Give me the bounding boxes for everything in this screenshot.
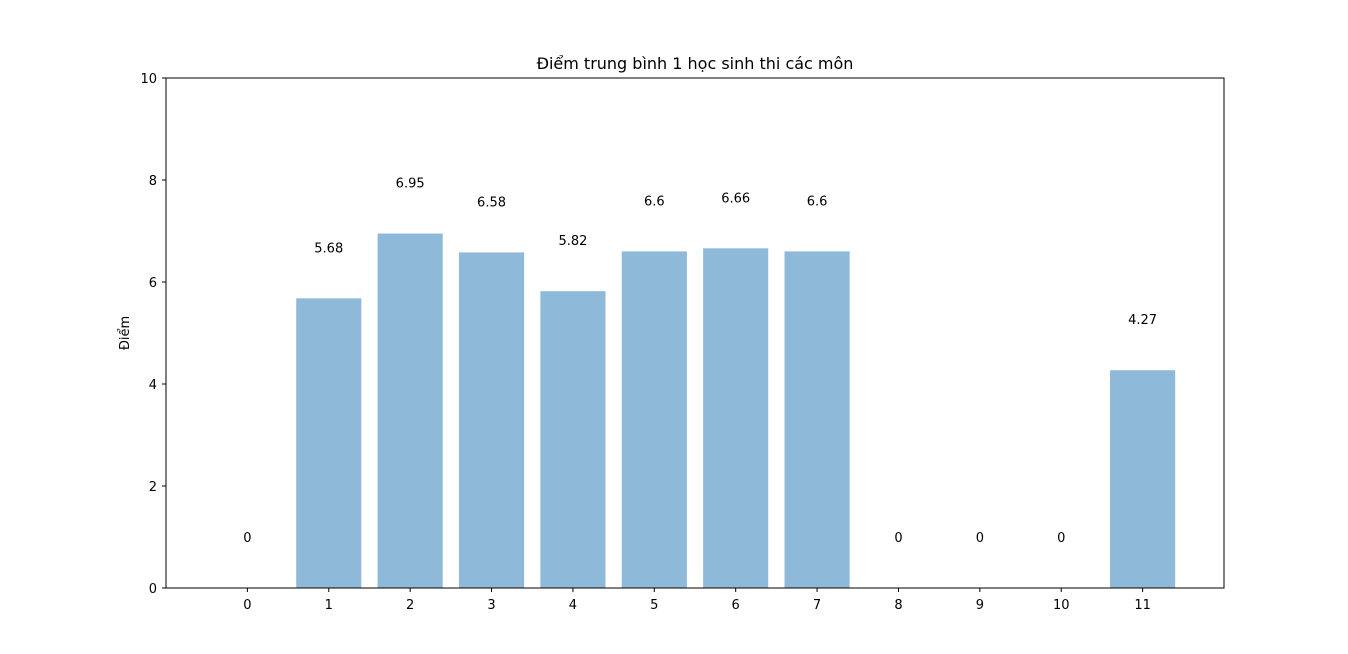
y-tick-label: 0 [149,582,157,597]
bar-5 [621,251,687,588]
data-labels-group: 0 5.68 6.95 6.58 5.82 6.6 6.66 6.6 0 0 0 4.27 [243,177,1157,546]
data-label-3: 6.58 [477,195,506,210]
x-tick-label: 5 [650,598,658,613]
bar-11 [1110,370,1176,588]
x-tick-label: 11 [1134,598,1151,613]
x-tick-label: 3 [487,598,495,613]
bar-1 [296,298,362,588]
bars-group [296,233,1176,589]
x-tick-label: 7 [813,598,821,613]
data-label-2: 6.95 [396,177,425,192]
bar-7 [784,251,850,588]
x-tick-label: 1 [325,598,333,613]
y-tick-label: 10 [140,72,157,87]
data-label-1: 5.68 [314,241,343,256]
y-axis-ticks: 0 2 4 6 8 10 [140,72,166,597]
bar-6 [703,248,769,588]
data-label-11: 4.27 [1128,313,1157,328]
y-tick-label: 4 [149,378,157,393]
y-tick-label: 8 [149,174,157,189]
x-tick-label: 10 [1053,598,1070,613]
chart-title: Điểm trung bình 1 học sinh thi các môn [537,54,854,73]
data-label-10: 0 [1057,531,1065,546]
x-tick-label: 4 [569,598,577,613]
data-label-4: 5.82 [558,234,587,249]
y-tick-label: 6 [149,276,157,291]
x-tick-label: 2 [406,598,414,613]
data-label-8: 0 [894,531,902,546]
bar-3 [458,252,525,589]
data-label-6: 6.66 [721,191,750,206]
x-axis-ticks: 0 1 2 3 4 5 6 7 8 9 10 11 [243,588,1151,613]
plot-area-frame [165,77,1225,589]
x-tick-label: 6 [732,598,740,613]
x-tick-label: 0 [243,598,251,613]
data-label-0: 0 [243,531,251,546]
bar-2 [377,233,443,589]
data-label-7: 6.6 [807,194,828,209]
data-label-5: 6.6 [644,194,665,209]
x-tick-label: 9 [976,598,984,613]
bar-4 [540,291,606,588]
x-tick-label: 8 [894,598,902,613]
y-axis-label: Điểm [118,316,133,350]
y-tick-label: 2 [149,480,157,495]
data-label-9: 0 [976,531,984,546]
